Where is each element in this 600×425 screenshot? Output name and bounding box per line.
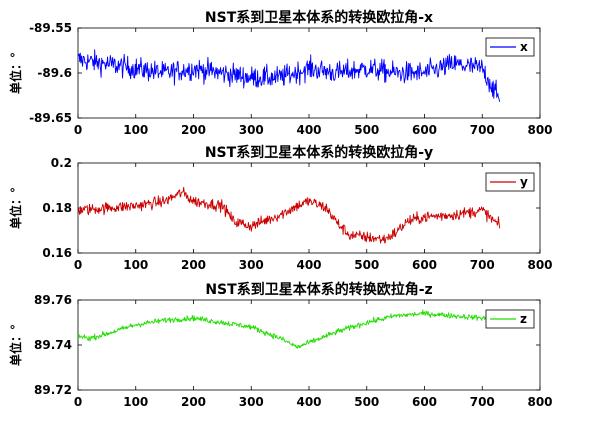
x-tick-label: 0 (74, 123, 82, 137)
y-tick-label: 89.72 (34, 383, 72, 397)
y-tick-label: 0.16 (42, 246, 72, 260)
y-tick-label: -89.6 (37, 66, 72, 80)
subplot-3: NST系到卫星本体系的转换欧拉角-z 0 100 200 300 400 500 600 700… (8, 281, 553, 409)
x-tick-label: 700 (470, 123, 495, 137)
y-tick-label: 0.18 (42, 201, 72, 215)
legend-label: x (520, 40, 528, 54)
x-tick-label: 200 (181, 123, 206, 137)
subplot-2: NST系到卫星本体系的转换欧拉角-y 0 100 200 300 400 500 600 700… (8, 144, 553, 272)
y-tick-label: 89.76 (34, 293, 72, 307)
subplot-1: NST系到卫星本体系的转换欧拉角-x 0 100 200 300 400 500 600 700… (8, 9, 553, 137)
x-tick-label: 300 (239, 258, 264, 272)
series-line-y (77, 186, 501, 244)
series-line-z (77, 309, 501, 349)
x-tick-label: 500 (354, 258, 379, 272)
x-tick-label: 500 (354, 395, 379, 409)
x-tick-label: 800 (527, 395, 552, 409)
y-axis-label: 单位：° (8, 324, 23, 366)
x-tick-label: 600 (412, 258, 437, 272)
x-tick-label: 0 (74, 395, 82, 409)
x-tick-label: 300 (239, 123, 264, 137)
x-tick-label: 600 (412, 395, 437, 409)
legend-label: z (520, 312, 527, 326)
x-tick-label: 800 (527, 258, 552, 272)
x-tick-label: 600 (412, 123, 437, 137)
x-tick-label: 100 (123, 258, 148, 272)
x-tick-label: 100 (123, 395, 148, 409)
y-axis-label: 单位：° (8, 52, 23, 94)
x-tick-label: 200 (181, 258, 206, 272)
y-axis-label: 单位：° (8, 187, 23, 229)
y-tick-label: -89.65 (29, 111, 72, 125)
chart-title: NST系到卫星本体系的转换欧拉角-y (205, 144, 433, 161)
chart-title: NST系到卫星本体系的转换欧拉角-z (205, 281, 432, 298)
plot-area (77, 299, 541, 391)
x-tick-label: 100 (123, 123, 148, 137)
x-tick-label: 500 (354, 123, 379, 137)
plot-area (77, 27, 541, 119)
x-tick-label: 400 (296, 395, 321, 409)
plot-area (77, 162, 541, 254)
x-tick-label: 300 (239, 395, 264, 409)
x-tick-label: 0 (74, 258, 82, 272)
y-tick-label: 89.74 (34, 338, 72, 352)
legend-label: y (520, 175, 528, 189)
x-tick-label: 200 (181, 395, 206, 409)
y-tick-label: 0.2 (51, 156, 72, 170)
x-tick-label: 400 (296, 258, 321, 272)
chart-title: NST系到卫星本体系的转换欧拉角-x (205, 9, 433, 26)
x-tick-label: 700 (470, 258, 495, 272)
x-tick-label: 800 (527, 123, 552, 137)
x-tick-label: 700 (470, 395, 495, 409)
y-tick-label: -89.55 (29, 21, 72, 35)
series-line-x (77, 49, 501, 102)
x-tick-label: 400 (296, 123, 321, 137)
